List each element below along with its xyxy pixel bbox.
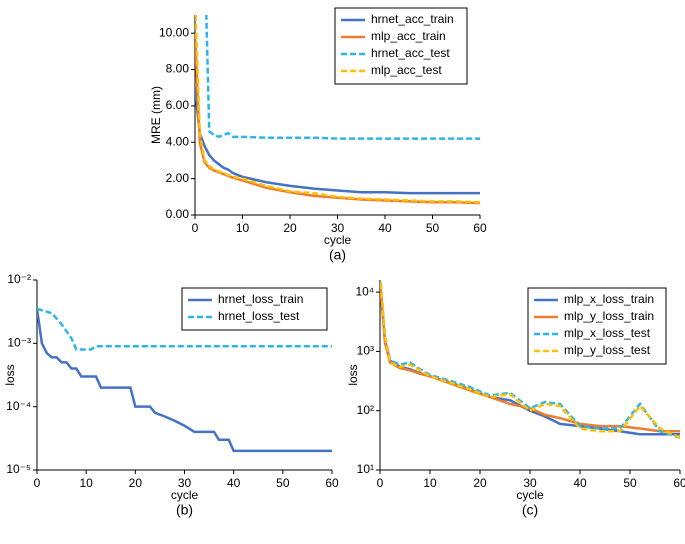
legend-label: mlp_x_loss_test: [564, 326, 651, 340]
x-tick-label: 30: [331, 221, 345, 235]
x-tick-label: 60: [673, 476, 685, 490]
x-tick-label: 0: [192, 221, 199, 235]
x-tick-label: 60: [325, 476, 339, 490]
legend-label: mlp_acc_train: [371, 29, 446, 43]
legend-label: mlp_y_loss_test: [564, 343, 651, 357]
y-tick-label: 10⁻³: [7, 336, 31, 350]
legend: hrnet_acc_train mlp_acc_train hrnet_acc_te…: [334, 7, 468, 85]
plot: [195, 15, 480, 205]
chart: 0 10 20 30 40 50 60 10¹ 10² 10³ 10⁴ cycle loss (c) mlp…: [346, 280, 685, 518]
x-tick-label: 10: [79, 476, 93, 490]
series-line: [205, 15, 480, 140]
plot: [37, 307, 332, 453]
x-tick-label: 0: [34, 476, 41, 490]
y-tick-label: 0.00: [166, 207, 190, 221]
legend-label: mlp_y_loss_train: [564, 309, 654, 323]
legend-label: hrnet_loss_train: [218, 292, 303, 306]
y-tick-label: 10³: [357, 344, 374, 358]
x-tick-label: 20: [473, 476, 487, 490]
y-tick-label: 10⁴: [355, 284, 374, 298]
legend: hrnet_loss_train hrnet_loss_test: [181, 287, 328, 331]
series-line: [37, 308, 332, 453]
x-tick-label: 40: [227, 476, 241, 490]
y-tick-label: 10⁻²: [7, 272, 31, 286]
chart: 0 10 20 30 40 50 60 10⁻⁵ 10⁻⁴ 10⁻³ 10⁻² cycle loss (b…: [3, 272, 339, 518]
x-tick-label: 30: [178, 476, 192, 490]
legend-label: mlp_x_loss_train: [564, 292, 654, 306]
y-axis-label: loss: [3, 364, 17, 385]
y-tick-label: 10¹: [357, 462, 374, 476]
x-axis-label: cycle: [324, 233, 352, 247]
x-tick-label: 10: [236, 221, 250, 235]
x-tick-label: 20: [283, 221, 297, 235]
y-tick-label: 4.00: [166, 134, 190, 148]
caption: (b): [176, 502, 193, 518]
legend-label: mlp_acc_test: [371, 63, 442, 77]
y-axis-label: loss: [346, 364, 360, 385]
series-line: [380, 280, 680, 439]
legend-box: [181, 287, 328, 331]
chart: 0 10 20 30 40 50 60 0.00 2.00 4.00 6.00 8.00 10.00 cy…: [149, 7, 487, 263]
x-tick-label: 40: [378, 221, 392, 235]
y-tick-label: 10.00: [159, 25, 189, 39]
legend-label: hrnet_loss_test: [218, 309, 300, 323]
legend: mlp_x_loss_train mlp_y_loss_train mlp_x_lo…: [527, 287, 667, 365]
y-tick-label: 2.00: [166, 171, 190, 185]
caption: (c): [522, 502, 538, 518]
y-axis-label: MRE (mm): [149, 86, 163, 144]
plot: [380, 280, 680, 439]
series-line: [195, 87, 480, 195]
x-tick-label: 30: [523, 476, 537, 490]
y-tick-label: 8.00: [166, 62, 190, 76]
x-tick-label: 50: [426, 221, 440, 235]
legend-label: hrnet_acc_test: [371, 46, 450, 60]
x-axis-label: cycle: [516, 488, 544, 502]
series-line: [380, 280, 680, 439]
x-tick-label: 50: [623, 476, 637, 490]
x-axis-label: cycle: [171, 488, 199, 502]
x-tick-label: 50: [276, 476, 290, 490]
legend-label: hrnet_acc_train: [371, 12, 454, 26]
x-tick-label: 20: [129, 476, 143, 490]
y-tick-label: 10⁻⁵: [6, 462, 31, 476]
y-tick-label: 10⁻⁴: [6, 399, 31, 413]
caption: (a): [329, 247, 346, 263]
y-tick-label: 10²: [357, 403, 374, 417]
series-line: [195, 15, 480, 204]
y-tick-label: 6.00: [166, 98, 190, 112]
x-tick-label: 40: [573, 476, 587, 490]
x-tick-label: 0: [377, 476, 384, 490]
series-line: [380, 281, 680, 433]
x-tick-label: 10: [423, 476, 437, 490]
x-tick-label: 60: [473, 221, 487, 235]
